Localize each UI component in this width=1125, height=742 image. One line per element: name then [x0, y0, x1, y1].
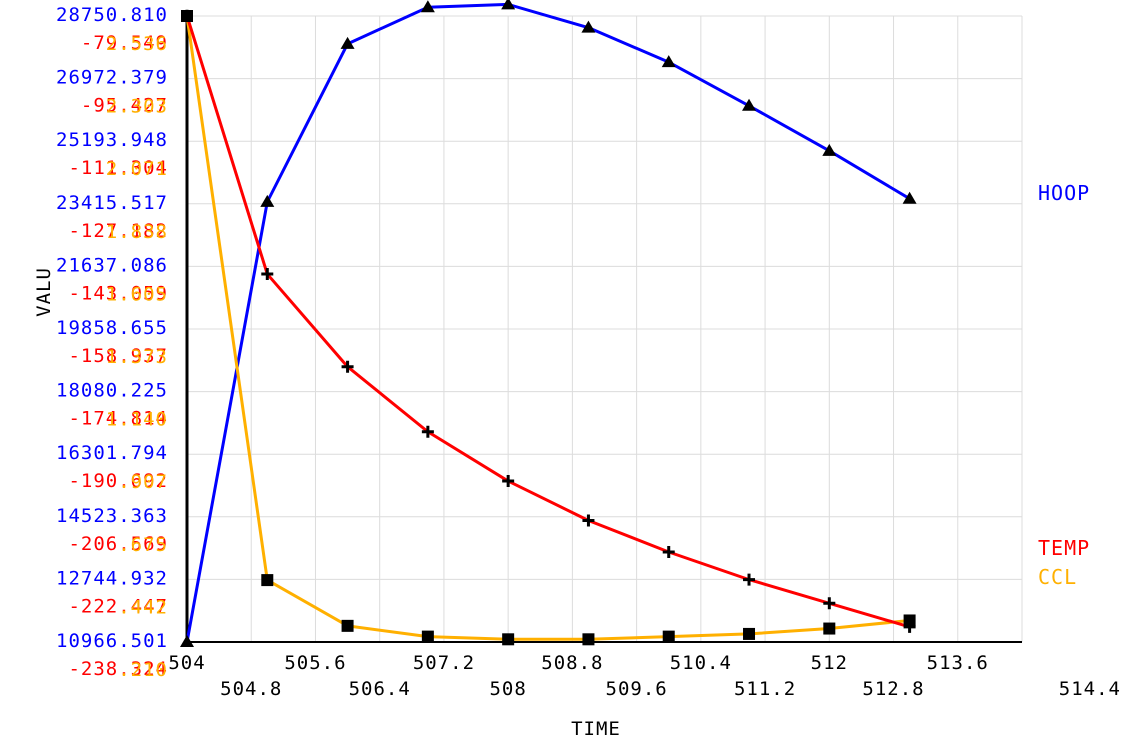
- x-tick-label: 507.2: [413, 652, 475, 674]
- x-tick-label: 504.8: [220, 678, 282, 700]
- x-tick-label: 512.8: [862, 678, 924, 700]
- data-point-ccl: [261, 574, 273, 586]
- y-tick-label-ccl: .442: [118, 596, 168, 618]
- x-tick-label: 513.6: [927, 652, 989, 674]
- y-tick-label-ccl: .907: [118, 471, 168, 493]
- series-label-ccl: CCL: [1038, 565, 1077, 589]
- y-tick-label-hoop: 14523.363: [56, 505, 168, 527]
- y-tick-label-ccl: 2.071: [106, 158, 168, 180]
- x-tick-label: 506.4: [349, 678, 411, 700]
- x-tick-label: 510.4: [670, 652, 732, 674]
- y-tick-label-hoop: 12744.932: [56, 567, 168, 589]
- x-tick-label: 509.6: [606, 678, 668, 700]
- series-lines: [187, 4, 910, 642]
- y-tick-labels: 10966.501 12744.932 14523.363 16301.794 1808…: [56, 4, 168, 681]
- y-tick-label-hoop: 23415.517: [56, 192, 168, 214]
- y-tick-label-ccl: 1.838: [106, 221, 168, 243]
- x-tick-label: 508: [489, 678, 526, 700]
- data-point-temp: [823, 597, 835, 609]
- y-tick-label-hoop: 25193.948: [56, 129, 168, 151]
- data-point-ccl: [582, 633, 594, 645]
- data-point-temp: [663, 546, 675, 558]
- y-tick-label-hoop: 16301.794: [56, 442, 168, 464]
- series-line-hoop: [187, 4, 910, 642]
- series-line-temp: [187, 16, 910, 627]
- y-tick-label-ccl: 1.605: [106, 283, 168, 305]
- grid: [187, 16, 1022, 642]
- y-tick-label-ccl: .675: [118, 534, 168, 556]
- x-tick-label: 511.2: [734, 678, 796, 700]
- x-tick-label: 505.6: [284, 652, 346, 674]
- x-tick-label: 508.8: [541, 652, 603, 674]
- x-tick-label: 504: [168, 652, 205, 674]
- data-point-hoop: [822, 144, 836, 156]
- y-axis-label: VALU: [33, 267, 55, 317]
- data-point-hoop: [260, 195, 274, 207]
- series-labels: HOOP TEMP CCL: [1038, 181, 1090, 589]
- data-point-temp: [582, 514, 594, 526]
- data-point-ccl: [342, 620, 354, 632]
- y-tick-label-ccl: 1.373: [106, 346, 168, 368]
- x-tick-labels: 504 505.6 507.2 508.8 510.4 512 513.6 504.8 506.…: [168, 652, 1121, 700]
- y-tick-label-hoop: 19858.655: [56, 317, 168, 339]
- series-line-ccl: [187, 16, 910, 639]
- y-tick-label-ccl: .210: [118, 659, 168, 681]
- x-axis-label: TIME: [571, 718, 621, 740]
- y-tick-label-hoop: 28750.810: [56, 4, 168, 26]
- y-tick-label-hoop: 10966.501: [56, 630, 168, 652]
- y-tick-label-hoop: 18080.225: [56, 380, 168, 402]
- data-point-ccl: [823, 623, 835, 635]
- data-point-temp: [743, 574, 755, 586]
- series-label-hoop: HOOP: [1038, 181, 1090, 205]
- y-tick-label-hoop: 21637.086: [56, 254, 168, 276]
- data-point-ccl: [743, 628, 755, 640]
- y-tick-label-ccl: 1.140: [106, 409, 168, 431]
- x-tick-label: 512: [811, 652, 848, 674]
- data-point-ccl: [422, 631, 434, 643]
- y-tick-label-hoop: 26972.379: [56, 67, 168, 89]
- series-markers: [180, 0, 917, 647]
- series-label-temp: TEMP: [1038, 536, 1090, 560]
- y-tick-label-ccl: 2.303: [106, 96, 168, 118]
- data-point-ccl: [663, 631, 675, 643]
- data-point-hoop: [903, 192, 917, 204]
- x-tick-label: 514.4: [1059, 678, 1121, 700]
- data-point-ccl: [502, 633, 514, 645]
- y-tick-label-ccl: 2.536: [106, 33, 168, 55]
